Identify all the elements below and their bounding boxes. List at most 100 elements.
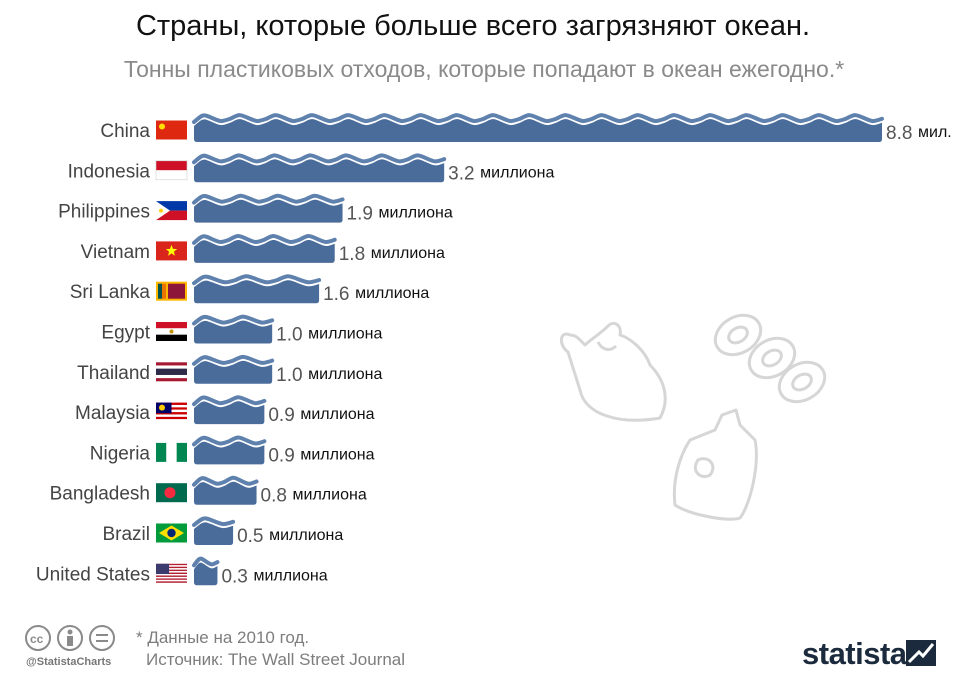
wave-crest [192, 234, 337, 245]
category-label: Vietnam [81, 242, 150, 263]
bar [194, 199, 343, 223]
value-label: 1.6 [323, 284, 349, 305]
by-icon [57, 625, 83, 651]
chart-subtitle: Тонны пластиковых отходов, которые попад… [123, 56, 845, 82]
bar [194, 360, 273, 384]
wave-crest [192, 274, 322, 286]
wave-crest [192, 435, 267, 447]
unit-label: миллиона [308, 326, 382, 343]
wave-crest [192, 475, 259, 487]
value-label: 0.5 [237, 526, 263, 547]
wave-crest [192, 556, 220, 568]
bar-row: Indonesia 3.2 миллиона [68, 153, 554, 184]
category-label: Malaysia [75, 403, 150, 424]
wave-crest [192, 395, 267, 407]
bar-row: United States 0.3 миллиона [36, 556, 328, 587]
bar-row: Thailand 1.0 миллиона [77, 354, 382, 386]
category-label: Philippines [58, 202, 150, 223]
category-label: Nigeria [90, 443, 151, 464]
data-note: * Данные на 2010 год. [136, 628, 310, 647]
wave-crest [192, 516, 236, 527]
unit-label: миллиона [300, 406, 374, 423]
bar [194, 159, 445, 183]
bar [194, 401, 265, 425]
cc-icon: cc [25, 625, 51, 651]
statista-logo-icon[interactable] [906, 640, 936, 666]
unit-label: миллиона [480, 164, 554, 181]
svg-text:cc: cc [30, 632, 44, 646]
bar [194, 239, 335, 263]
plastic-waste-illustration [560, 313, 827, 521]
unit-label: миллиона [379, 205, 453, 222]
bar-row: Philippines 1.9 миллиона [58, 193, 453, 225]
detergent-bottle-icon [672, 408, 758, 521]
value-label: 0.3 [221, 566, 247, 587]
six-pack-rings-icon [713, 313, 827, 404]
value-label: 0.9 [268, 445, 294, 466]
brazil-flag [156, 523, 187, 543]
category-label: United States [36, 564, 150, 585]
wave-crest [192, 113, 884, 124]
nd-icon [89, 625, 115, 651]
statista-handle: @StatistaCharts [26, 656, 112, 668]
philippines-flag [156, 201, 187, 221]
bar-row: Egypt 1.0 миллиона [101, 314, 382, 346]
unit-label: миллиона [269, 527, 343, 544]
bangladesh-flag [156, 483, 187, 503]
bar-row: Sri Lanka 1.6 миллиона [70, 274, 429, 305]
unit-label: миллиона [293, 487, 367, 504]
bar-row: Malaysia 0.9 миллиона [75, 395, 375, 426]
indonesia-flag [155, 160, 188, 181]
value-label: 0.9 [268, 405, 294, 426]
category-label: Brazil [102, 524, 150, 545]
unit-label: миллиона [308, 366, 382, 383]
bar-row: China 8.8 мил. [100, 113, 952, 144]
unit-label: миллиона [355, 285, 429, 302]
united-states-flag [156, 563, 187, 583]
bar [194, 562, 218, 586]
bar [194, 320, 273, 344]
egypt-flag [156, 322, 187, 341]
unit-label: мил. [918, 124, 952, 141]
value-label: 8.8 [886, 123, 912, 144]
bar-row: Bangladesh 0.8 миллиона [50, 475, 367, 507]
nigeria-flag [156, 442, 187, 462]
bar-row: Vietnam 1.8 миллиона [81, 234, 445, 265]
china-flag [156, 120, 187, 140]
wave-crest [192, 354, 275, 366]
bar [194, 441, 265, 465]
chart-title: Страны, которые больше всего загрязняют … [135, 10, 811, 42]
plastic-bag-icon [560, 321, 667, 422]
wave-crest [192, 314, 275, 326]
bar [194, 481, 257, 505]
value-label: 0.8 [261, 486, 287, 507]
value-label: 1.0 [276, 325, 302, 346]
category-label: Egypt [101, 323, 150, 344]
bar-row: Nigeria 0.9 миллиона [90, 435, 375, 466]
thailand-flag [156, 362, 187, 382]
category-label: China [100, 121, 150, 142]
vietnam-flag [156, 241, 187, 261]
data-source: Источник: The Wall Street Journal [146, 650, 406, 669]
statista-brand[interactable]: statista [802, 636, 907, 671]
bar [194, 522, 234, 545]
category-label: Sri Lanka [70, 282, 151, 303]
value-label: 1.8 [339, 244, 365, 265]
category-label: Thailand [77, 363, 150, 384]
creative-commons-badges: cc [25, 625, 115, 651]
malaysia-flag [156, 402, 187, 422]
value-label: 1.9 [347, 204, 373, 225]
bar [194, 119, 882, 142]
category-label: Bangladesh [50, 484, 150, 505]
bar-chart: China 8.8 мил.Indonesia 3.2 миллионаPhilippi… [36, 113, 952, 587]
unit-label: миллиона [371, 245, 445, 262]
category-label: Indonesia [68, 161, 151, 182]
wave-crest [192, 193, 345, 205]
wave-crest [192, 153, 447, 165]
sri-lanka-flag [156, 281, 187, 301]
value-label: 3.2 [448, 163, 474, 184]
bar-row: Brazil 0.5 миллиона [102, 516, 343, 547]
value-label: 1.0 [276, 365, 302, 386]
bar [194, 280, 320, 304]
unit-label: миллиона [300, 446, 374, 463]
